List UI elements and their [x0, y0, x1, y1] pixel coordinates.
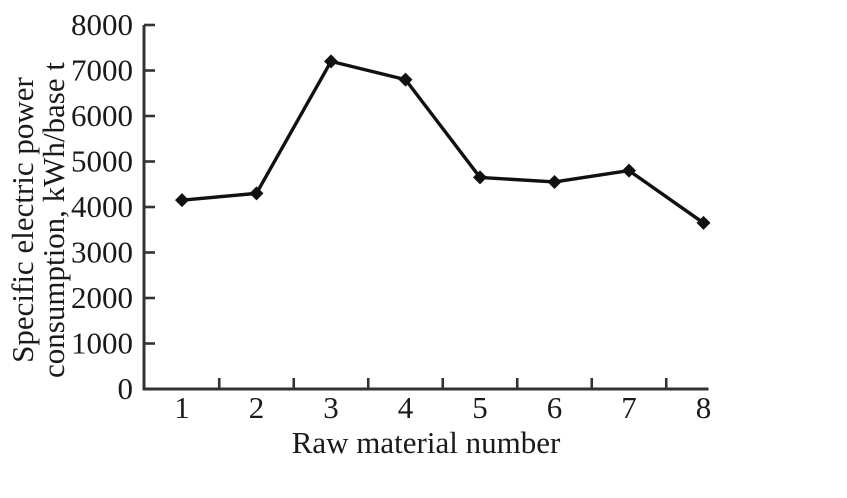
- x-tick-label: 8: [696, 390, 712, 425]
- y-axis-ticks: [144, 23, 155, 345]
- data-point-marker: [398, 72, 413, 87]
- data-point-marker: [696, 215, 711, 230]
- y-axis-tick-labels: 0 1000 2000 3000 4000 5000 6000 7000 8000: [71, 7, 133, 406]
- data-point-marker: [324, 54, 338, 69]
- x-tick-label: 3: [323, 390, 339, 425]
- x-tick-label: 7: [621, 390, 637, 425]
- data-point-marker: [622, 163, 636, 178]
- data-point-marker: [249, 186, 264, 201]
- y-tick-label: 0: [118, 371, 134, 406]
- axes: [142, 25, 709, 391]
- x-axis-tick-labels: 1 2 3 4 5 6 7 8: [174, 390, 711, 425]
- x-tick-label: 2: [249, 390, 265, 425]
- data-point-marker: [547, 174, 562, 189]
- x-tick-label: 1: [174, 390, 190, 425]
- y-tick-label: 5000: [71, 144, 133, 179]
- series-line: [181, 59, 705, 225]
- x-axis-ticks: [217, 378, 668, 389]
- y-axis-title-line-1: Specific electric power: [5, 76, 40, 362]
- x-axis-title: Raw material number: [292, 425, 561, 460]
- y-tick-label: 6000: [71, 98, 133, 133]
- y-tick-label: 3000: [71, 235, 133, 270]
- x-tick-label: 5: [472, 390, 488, 425]
- x-tick-label: 4: [398, 390, 414, 425]
- y-axis-title-line-2: consumption, kWh/base t: [36, 62, 71, 378]
- axis-spine: [142, 25, 709, 391]
- data-point-marker: [473, 170, 487, 185]
- y-tick-label: 2000: [71, 280, 133, 315]
- x-tick-label: 6: [547, 390, 563, 425]
- y-tick-label: 7000: [71, 53, 133, 88]
- y-tick-label: 1000: [71, 326, 133, 361]
- y-tick-label: 4000: [71, 189, 133, 224]
- data-point-marker: [175, 193, 189, 208]
- data-series: [175, 54, 711, 230]
- y-tick-label: 8000: [71, 7, 133, 42]
